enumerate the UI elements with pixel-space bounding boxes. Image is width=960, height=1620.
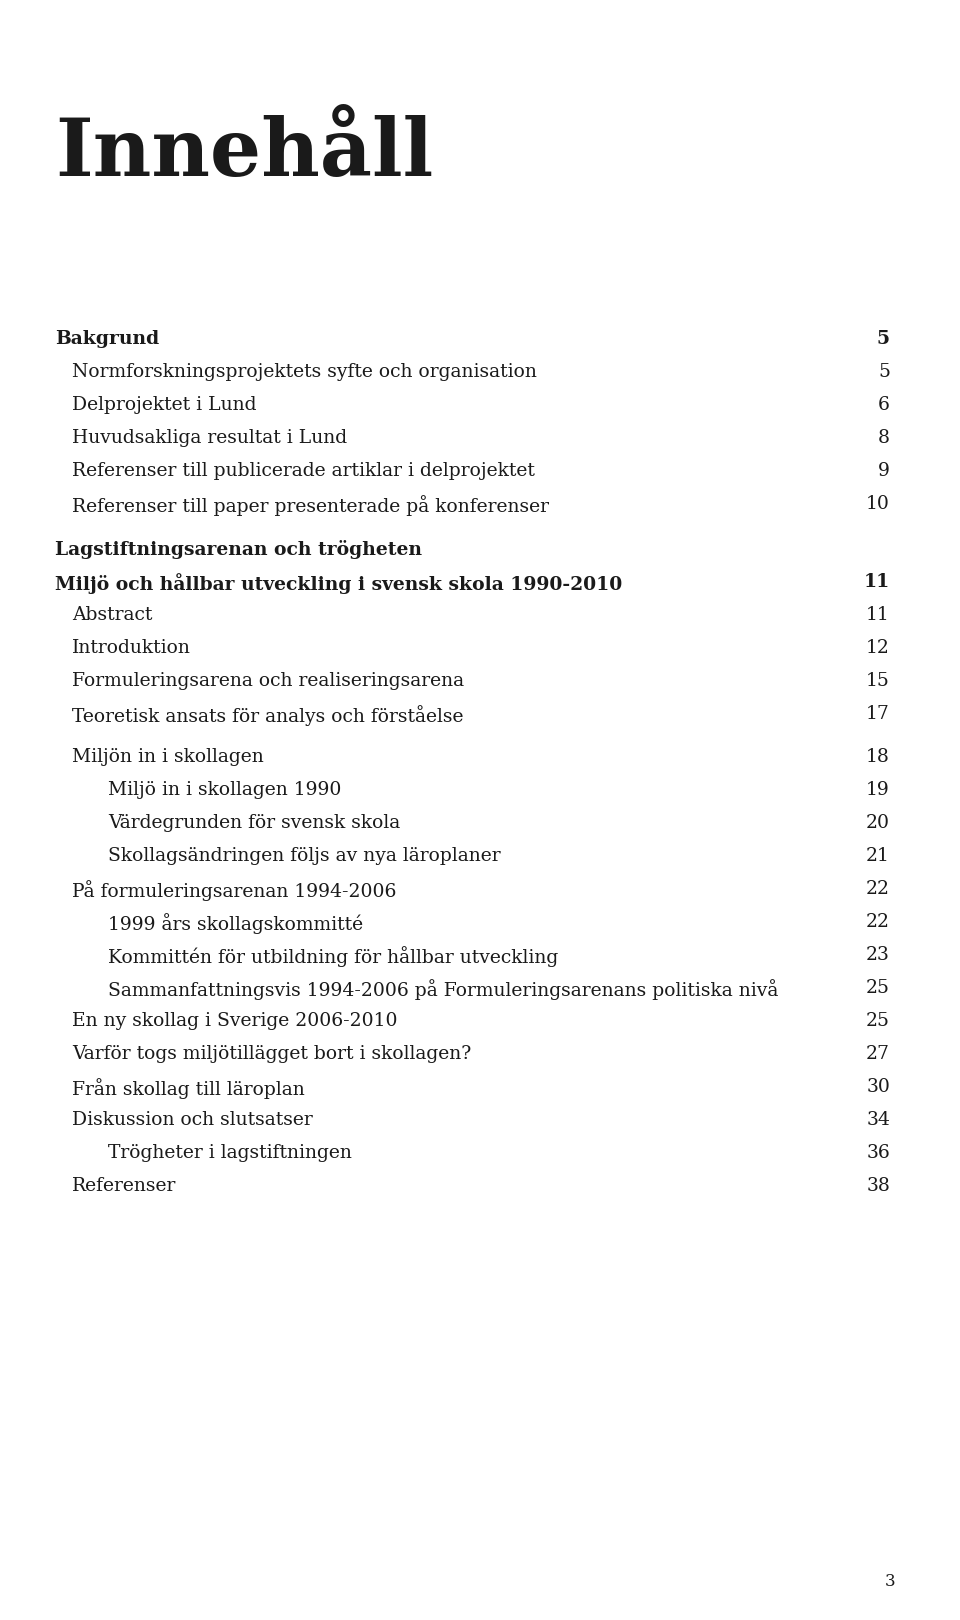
- Text: 3: 3: [884, 1573, 895, 1589]
- Text: Referenser till paper presenterade på konferenser: Referenser till paper presenterade på ko…: [72, 496, 549, 515]
- Text: 38: 38: [866, 1178, 890, 1196]
- Text: 34: 34: [866, 1111, 890, 1129]
- Text: Referenser till publicerade artiklar i delprojektet: Referenser till publicerade artiklar i d…: [72, 462, 535, 480]
- Text: 25: 25: [866, 1012, 890, 1030]
- Text: Diskussion och slutsatser: Diskussion och slutsatser: [72, 1111, 313, 1129]
- Text: Delprojektet i Lund: Delprojektet i Lund: [72, 395, 256, 415]
- Text: 20: 20: [866, 813, 890, 833]
- Text: 11: 11: [866, 606, 890, 624]
- Text: Värdegrunden för svensk skola: Värdegrunden för svensk skola: [108, 813, 400, 833]
- Text: 10: 10: [866, 496, 890, 514]
- Text: Miljön in i skollagen: Miljön in i skollagen: [72, 748, 264, 766]
- Text: 6: 6: [878, 395, 890, 415]
- Text: 1999 års skollagskommitté: 1999 års skollagskommitté: [108, 914, 363, 935]
- Text: Miljö in i skollagen 1990: Miljö in i skollagen 1990: [108, 781, 342, 799]
- Text: 22: 22: [866, 914, 890, 932]
- Text: Introduktion: Introduktion: [72, 638, 191, 658]
- Text: Skollagsändringen följs av nya läroplaner: Skollagsändringen följs av nya läroplane…: [108, 847, 500, 865]
- Text: 5: 5: [877, 330, 890, 348]
- Text: 5: 5: [878, 363, 890, 381]
- Text: 18: 18: [866, 748, 890, 766]
- Text: 27: 27: [866, 1045, 890, 1063]
- Text: Trögheter i lagstiftningen: Trögheter i lagstiftningen: [108, 1144, 352, 1162]
- Text: En ny skollag i Sverige 2006-2010: En ny skollag i Sverige 2006-2010: [72, 1012, 397, 1030]
- Text: 11: 11: [864, 573, 890, 591]
- Text: 19: 19: [866, 781, 890, 799]
- Text: 17: 17: [866, 705, 890, 723]
- Text: 21: 21: [866, 847, 890, 865]
- Text: 12: 12: [866, 638, 890, 658]
- Text: På formuleringsarenan 1994-2006: På formuleringsarenan 1994-2006: [72, 880, 396, 901]
- Text: 9: 9: [878, 462, 890, 480]
- Text: Kommittén för utbildning för hållbar utveckling: Kommittén för utbildning för hållbar utv…: [108, 946, 559, 967]
- Text: Teoretisk ansats för analys och förståelse: Teoretisk ansats för analys och förståel…: [72, 705, 464, 726]
- Text: Varför togs miljötillägget bort i skollagen?: Varför togs miljötillägget bort i skolla…: [72, 1045, 471, 1063]
- Text: 30: 30: [866, 1077, 890, 1097]
- Text: Från skollag till läroplan: Från skollag till läroplan: [72, 1077, 304, 1098]
- Text: Abstract: Abstract: [72, 606, 153, 624]
- Text: Lagstiftningsarenan och trögheten: Lagstiftningsarenan och trögheten: [55, 539, 422, 559]
- Text: Referenser: Referenser: [72, 1178, 177, 1196]
- Text: Innehåll: Innehåll: [55, 115, 433, 193]
- Text: 22: 22: [866, 880, 890, 897]
- Text: 8: 8: [878, 429, 890, 447]
- Text: 25: 25: [866, 978, 890, 996]
- Text: 36: 36: [866, 1144, 890, 1162]
- Text: 15: 15: [866, 672, 890, 690]
- Text: Formuleringsarena och realiseringsarena: Formuleringsarena och realiseringsarena: [72, 672, 464, 690]
- Text: 23: 23: [866, 946, 890, 964]
- Text: Miljö och hållbar utveckling i svensk skola 1990-2010: Miljö och hållbar utveckling i svensk sk…: [55, 573, 622, 595]
- Text: Bakgrund: Bakgrund: [55, 330, 159, 348]
- Text: Normforskningsprojektets syfte och organisation: Normforskningsprojektets syfte och organ…: [72, 363, 537, 381]
- Text: Huvudsakliga resultat i Lund: Huvudsakliga resultat i Lund: [72, 429, 348, 447]
- Text: Sammanfattningsvis 1994-2006 på Formuleringsarenans politiska nivå: Sammanfattningsvis 1994-2006 på Formuler…: [108, 978, 779, 1000]
